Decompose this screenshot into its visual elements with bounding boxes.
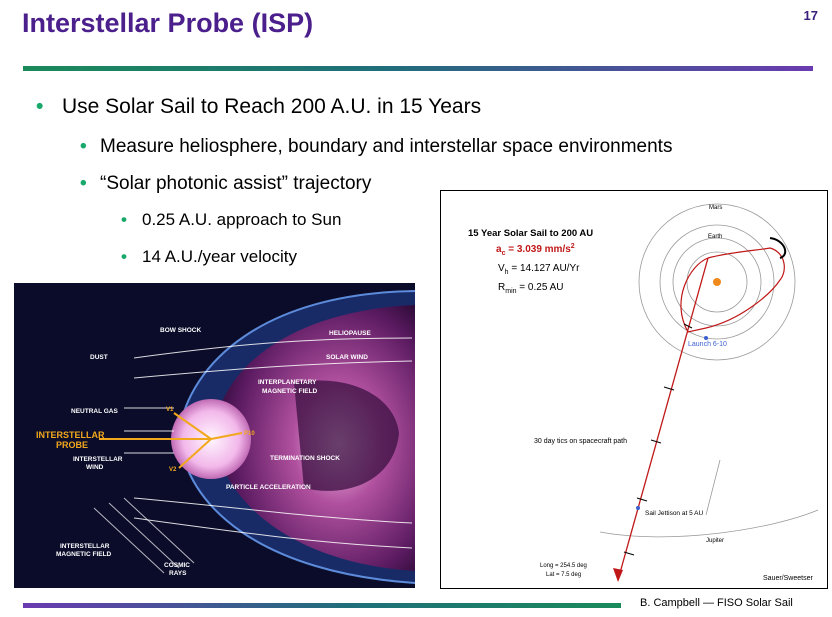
probe-trajectories: [99, 412, 243, 469]
interstellar-field-lines: [93, 497, 195, 574]
diagram-title: 15 Year Solar Sail to 200 AU: [468, 228, 593, 239]
bullet-dot: •: [121, 247, 127, 266]
inner-sail-path: [680, 247, 785, 333]
trajectory-diagram: 15 Year Solar Sail to 200 AU ac = 3.039 …: [440, 190, 828, 589]
bullet-level3: 0.25 A.U. approach to Sun: [142, 210, 342, 229]
label-probe: PROBE: [56, 440, 88, 450]
path-tics: [623, 323, 693, 556]
label-lat: Lat = 7.5 deg: [546, 572, 581, 578]
label-wind: WIND: [86, 464, 104, 471]
label-dust: DUST: [90, 354, 108, 361]
label-rays: RAYS: [169, 570, 187, 577]
launch-marker: [704, 336, 708, 340]
bullet-dot: •: [80, 173, 87, 194]
outbound-path: [617, 257, 709, 581]
bullet-level2: “Solar photonic assist” trajectory: [100, 173, 372, 194]
bullet-dot: •: [121, 210, 127, 229]
bullet-level2: Measure heliosphere, boundary and inters…: [100, 136, 673, 157]
sail-deploy-marker: [769, 237, 787, 259]
label-jupiter: Jupiter: [706, 538, 724, 544]
termination-shock-region: [294, 380, 399, 491]
label-interstellar-probe: INTERSTELLAR: [36, 430, 105, 440]
label-cosmic: COSMIC: [164, 562, 190, 569]
bullet-level3: 14 A.U./year velocity: [142, 247, 297, 266]
label-neutral-gas: NEUTRAL GAS: [71, 408, 118, 415]
vh-value: Vh = 14.127 AU/Yr: [498, 263, 580, 276]
label-launch: Launch 6-10: [688, 341, 727, 348]
top-divider: [23, 66, 813, 71]
bullet-dot: •: [80, 136, 87, 157]
label-v1: V1: [166, 407, 174, 413]
label-magnetic-field-2: MAGNETIC FIELD: [56, 551, 112, 558]
label-interplanetary: INTERPLANETARY: [258, 379, 317, 386]
page-number: 17: [803, 8, 818, 23]
orbit-fragment: [705, 459, 721, 516]
label-termination-shock: TERMINATION SHOCK: [270, 455, 340, 462]
rmin-value: Rmin = 0.25 AU: [498, 282, 564, 295]
label-credit: Sauer/Sweetser: [763, 575, 813, 582]
label-tics: 30 day tics on spacecraft path: [534, 438, 627, 445]
label-magnetic-field: MAGNETIC FIELD: [262, 388, 318, 395]
solar-wind-lines: [124, 337, 413, 549]
label-p10: P10: [244, 431, 255, 437]
label-interstellar-wind: INTERSTELLAR: [73, 456, 123, 463]
label-interstellar-mag: INTERSTELLAR: [60, 543, 110, 550]
bullet-dot: •: [36, 95, 44, 118]
label-heliopause: HELIOPAUSE: [329, 330, 371, 337]
label-earth: Earth: [708, 234, 722, 240]
label-particle-acceleration: PARTICLE ACCELERATION: [226, 484, 311, 491]
bottom-divider: [23, 603, 621, 608]
label-jettison: Sail Jettison at 5 AU: [645, 510, 703, 517]
jettison-marker: [636, 506, 640, 510]
label-v2: V2: [169, 467, 177, 473]
path-arrowhead: [613, 568, 623, 582]
sun-marker: [713, 278, 721, 286]
label-solar-wind: SOLAR WIND: [326, 354, 368, 361]
planet-orbits: [599, 203, 819, 538]
label-long: Long = 254.5 deg: [540, 563, 587, 569]
ac-value: ac = 3.039 mm/s2: [496, 243, 575, 257]
bullet-level1: Use Solar Sail to Reach 200 A.U. in 15 Y…: [62, 95, 482, 118]
label-mars: Mars: [709, 205, 722, 211]
slide-title: Interstellar Probe (ISP): [22, 8, 314, 38]
label-bow-shock: BOW SHOCK: [160, 327, 201, 334]
footer-credit: B. Campbell — FISO Solar Sail: [640, 597, 793, 609]
heliosphere-illustration: BOW SHOCK HELIOPAUSE DUST SOLAR WIND INT…: [14, 283, 415, 588]
